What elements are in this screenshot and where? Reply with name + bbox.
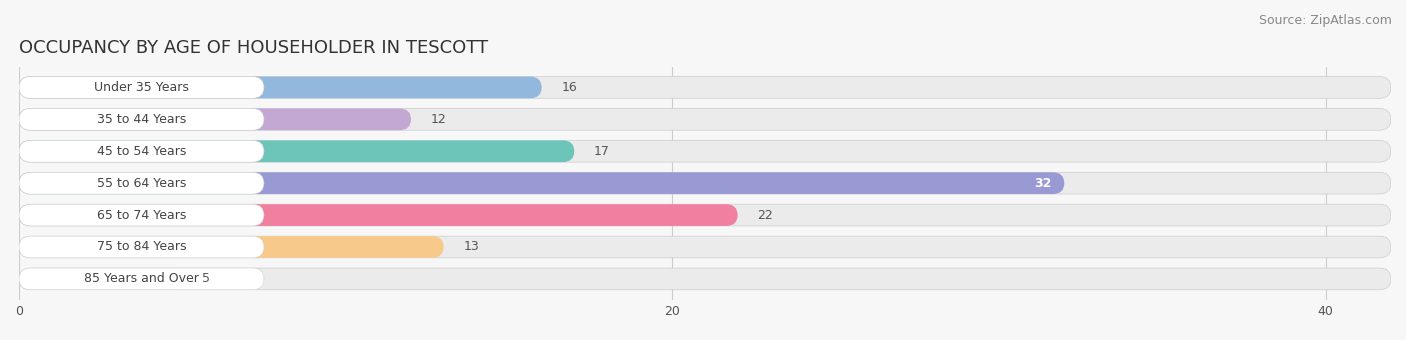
Text: Source: ZipAtlas.com: Source: ZipAtlas.com	[1258, 14, 1392, 27]
Text: 32: 32	[1033, 177, 1052, 190]
FancyBboxPatch shape	[20, 268, 264, 290]
FancyBboxPatch shape	[20, 204, 1391, 226]
FancyBboxPatch shape	[20, 204, 264, 226]
Text: 22: 22	[758, 208, 773, 222]
FancyBboxPatch shape	[20, 108, 411, 130]
FancyBboxPatch shape	[20, 140, 574, 162]
Text: 12: 12	[430, 113, 446, 126]
Text: Under 35 Years: Under 35 Years	[94, 81, 188, 94]
Text: 75 to 84 Years: 75 to 84 Years	[97, 240, 186, 254]
FancyBboxPatch shape	[20, 236, 264, 258]
FancyBboxPatch shape	[20, 268, 183, 290]
FancyBboxPatch shape	[20, 236, 1391, 258]
FancyBboxPatch shape	[20, 268, 1391, 290]
Text: 5: 5	[202, 272, 209, 285]
Text: 65 to 74 Years: 65 to 74 Years	[97, 208, 186, 222]
Text: 45 to 54 Years: 45 to 54 Years	[97, 145, 186, 158]
Text: 13: 13	[463, 240, 479, 254]
FancyBboxPatch shape	[20, 76, 1391, 98]
FancyBboxPatch shape	[20, 108, 264, 130]
Text: 17: 17	[593, 145, 610, 158]
FancyBboxPatch shape	[20, 140, 1391, 162]
FancyBboxPatch shape	[20, 236, 444, 258]
FancyBboxPatch shape	[20, 76, 264, 98]
FancyBboxPatch shape	[20, 172, 264, 194]
FancyBboxPatch shape	[20, 140, 264, 162]
FancyBboxPatch shape	[20, 76, 541, 98]
Text: OCCUPANCY BY AGE OF HOUSEHOLDER IN TESCOTT: OCCUPANCY BY AGE OF HOUSEHOLDER IN TESCO…	[20, 39, 488, 57]
Text: 16: 16	[561, 81, 576, 94]
FancyBboxPatch shape	[20, 172, 1391, 194]
FancyBboxPatch shape	[20, 172, 1064, 194]
FancyBboxPatch shape	[20, 108, 1391, 130]
Text: 55 to 64 Years: 55 to 64 Years	[97, 177, 186, 190]
FancyBboxPatch shape	[20, 204, 738, 226]
Text: 85 Years and Over: 85 Years and Over	[84, 272, 198, 285]
Text: 35 to 44 Years: 35 to 44 Years	[97, 113, 186, 126]
